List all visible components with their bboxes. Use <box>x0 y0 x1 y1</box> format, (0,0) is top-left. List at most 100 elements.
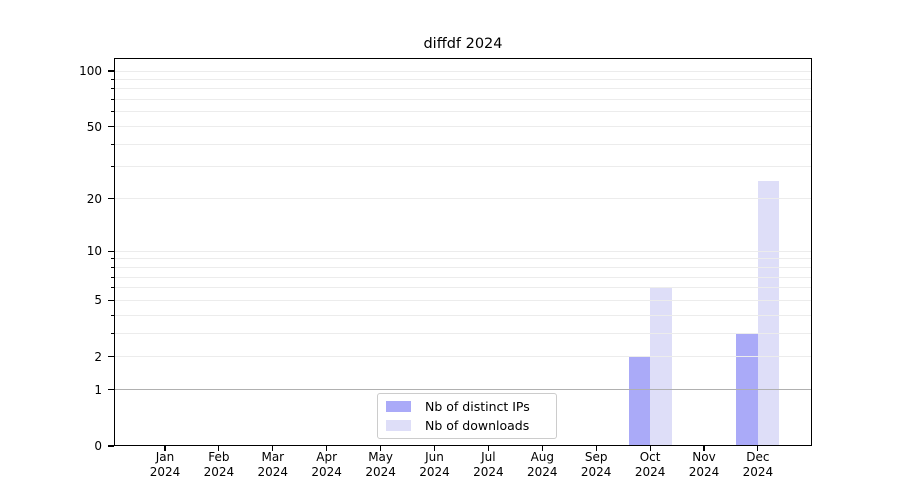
x-tick-label: Oct 2024 <box>618 450 682 479</box>
x-tick-label-year: 2024 <box>473 464 504 479</box>
gridline <box>115 70 811 72</box>
y-minor-tick <box>111 99 114 101</box>
x-tick <box>272 446 274 451</box>
x-tick <box>487 446 489 451</box>
x-tick-label-month: Oct <box>639 450 661 464</box>
legend: Nb of distinct IPs Nb of downloads <box>377 393 557 439</box>
y-tick-label: 2 <box>94 349 102 364</box>
x-tick-label: Apr 2024 <box>295 450 359 479</box>
x-tick-label: Jan 2024 <box>133 450 197 479</box>
gridline <box>115 78 811 80</box>
y-tick <box>108 445 114 447</box>
legend-label-downloads: Nb of downloads <box>425 417 530 433</box>
y-minor-tick <box>111 332 114 334</box>
reference-line <box>115 389 811 391</box>
bar-downloads-dec <box>757 181 780 446</box>
gridline <box>115 166 811 168</box>
y-tick-label: 100 <box>79 64 102 78</box>
legend-item-distinct-ips: Nb of distinct IPs <box>384 398 550 416</box>
x-tick-label-year: 2024 <box>634 464 666 479</box>
x-tick-label-year: 2024 <box>580 464 612 479</box>
y-tick <box>108 125 114 128</box>
y-tick <box>108 389 114 391</box>
x-tick <box>541 446 543 451</box>
y-minor-tick <box>111 88 114 90</box>
x-tick-label-month: Jan <box>155 450 175 464</box>
x-tick <box>380 446 382 451</box>
x-tick-label-year: 2024 <box>527 464 558 479</box>
x-tick-label-month: Dec <box>746 450 770 464</box>
x-tick <box>326 446 328 451</box>
gridline <box>115 299 811 301</box>
y-tick <box>108 70 114 72</box>
gridline <box>115 258 811 260</box>
x-tick-label: Dec 2024 <box>726 450 790 479</box>
gridline <box>115 287 811 289</box>
x-tick-label-month: Feb <box>208 450 230 464</box>
y-minor-tick <box>111 143 114 145</box>
x-tick <box>757 446 759 451</box>
legend-swatch-distinct-ips <box>386 401 411 412</box>
y-minor-tick <box>111 78 114 80</box>
x-tick <box>649 446 651 451</box>
x-tick <box>433 446 436 451</box>
x-tick-label-year: 2024 <box>257 464 289 479</box>
x-tick <box>595 446 597 451</box>
y-minor-tick <box>111 166 114 168</box>
x-tick-label: Sep 2024 <box>564 450 628 479</box>
chart-title: diffdf 2024 <box>423 36 503 52</box>
x-tick <box>218 446 220 451</box>
x-tick-label: Feb 2024 <box>187 450 251 479</box>
legend-swatch-downloads <box>386 420 411 431</box>
y-tick-label: 10 <box>86 244 102 259</box>
y-tick-label: 50 <box>86 119 102 134</box>
gridline <box>115 198 811 200</box>
gridline <box>115 111 811 113</box>
y-minor-tick <box>111 266 114 268</box>
x-tick-label: Mar 2024 <box>241 450 305 479</box>
y-minor-tick <box>111 111 114 113</box>
y-tick <box>108 356 114 358</box>
legend-label-distinct-ips: Nb of distinct IPs <box>425 398 530 414</box>
y-tick <box>108 198 114 200</box>
x-tick-label: Jul 2024 <box>456 450 520 479</box>
x-tick-label: Aug 2024 <box>510 450 574 479</box>
gridline <box>115 332 811 334</box>
x-tick-label-year: 2024 <box>365 464 396 479</box>
y-minor-tick <box>111 276 114 278</box>
x-tick-label-month: Sep <box>584 450 608 464</box>
x-tick-label-year: 2024 <box>149 464 181 479</box>
x-tick-label-year: 2024 <box>311 464 342 479</box>
bar-distinct-ips-oct <box>628 356 651 446</box>
y-tick-label: 1 <box>94 382 102 397</box>
x-tick-label-month: Aug <box>530 450 555 464</box>
x-tick-label-year: 2024 <box>203 464 235 479</box>
x-tick <box>164 446 166 451</box>
y-tick-label: 0 <box>94 439 102 453</box>
x-tick <box>703 446 705 451</box>
gridline <box>115 126 811 128</box>
gridline <box>115 143 811 145</box>
y-tick-label: 20 <box>86 191 102 206</box>
gridline <box>115 314 811 316</box>
x-tick-label-year: 2024 <box>742 464 774 479</box>
y-minor-tick <box>111 287 114 289</box>
x-tick-label: May 2024 <box>349 450 413 479</box>
y-tick <box>108 250 114 252</box>
bar-downloads-oct <box>650 287 672 446</box>
x-tick-label: Nov 2024 <box>672 450 736 479</box>
gridline <box>115 266 811 268</box>
y-minor-tick <box>111 314 114 316</box>
gridline <box>115 356 811 358</box>
x-tick-label-month: Nov <box>692 450 716 464</box>
x-tick-label: Jun 2024 <box>403 450 467 479</box>
gridline <box>115 250 811 252</box>
y-minor-tick <box>111 258 114 260</box>
y-tick-label: 5 <box>94 293 102 308</box>
legend-item-downloads: Nb of downloads <box>384 417 550 435</box>
x-tick-label-year: 2024 <box>419 464 450 479</box>
